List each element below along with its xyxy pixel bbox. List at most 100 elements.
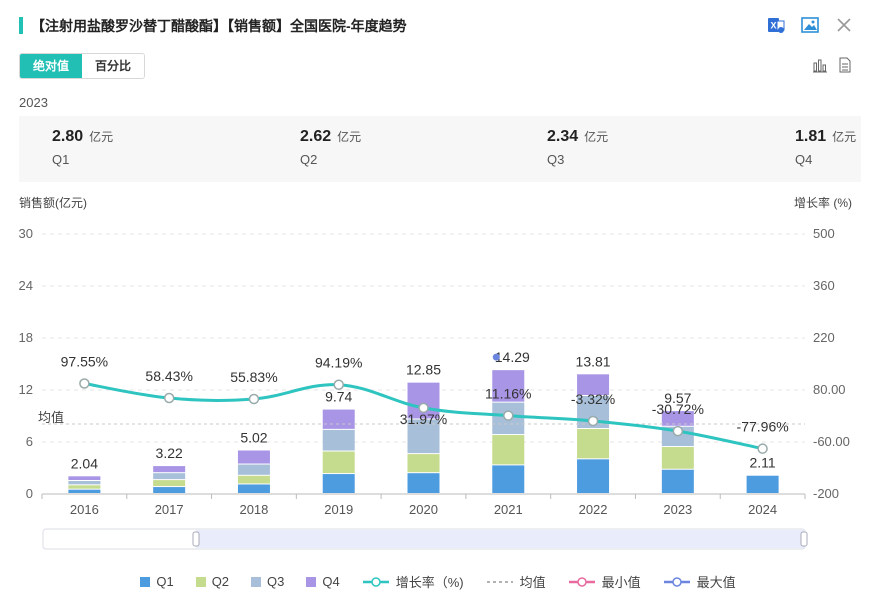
bar-q1 — [68, 489, 101, 493]
bar-total-label: 9.57 — [664, 390, 691, 406]
legend-item[interactable]: 最大值 — [663, 572, 736, 591]
x-tick-label: 2019 — [324, 502, 353, 517]
table-view-icon[interactable] — [838, 57, 852, 78]
growth-point — [163, 392, 175, 404]
bar-q1 — [492, 465, 525, 493]
summary-label: Q2 — [300, 152, 318, 167]
legend-swatch-icon — [251, 576, 262, 587]
growth-label: -77.96% — [737, 419, 789, 435]
bar-total-label: 5.02 — [240, 429, 267, 445]
bar-total-label: 3.22 — [156, 445, 183, 461]
bar-q3 — [237, 464, 270, 475]
bar-q2 — [577, 429, 610, 459]
legend-swatch-icon — [195, 576, 206, 587]
bar-q2 — [153, 480, 186, 487]
legend-item[interactable]: 均值 — [486, 572, 546, 591]
toggle-percent-button[interactable]: 百分比 — [82, 54, 145, 78]
legend-item[interactable]: 增长率（%) — [362, 572, 464, 591]
page-title: 【注射用盐酸罗沙替丁醋酸酯】【销售额】全国医院-年度趋势 — [31, 18, 407, 34]
bar-q1 — [322, 474, 355, 493]
y-right-tick-label: 80.00 — [813, 382, 846, 397]
bar-q4 — [577, 374, 610, 395]
x-tick-label: 2017 — [155, 502, 184, 517]
zoom-left-handle[interactable] — [192, 531, 200, 547]
y-right-tick-label: 220 — [813, 330, 835, 345]
bar-total-label: 14.29 — [495, 349, 530, 365]
zoom-selected-range[interactable] — [196, 530, 804, 548]
growth-point — [757, 443, 768, 454]
y-left-tick-label: 6 — [26, 434, 33, 449]
summary-q4: 1.81 亿元 Q4 — [795, 128, 856, 167]
summary-q3: 2.34 亿元 Q3 — [547, 128, 608, 167]
x-tick-label: 2024 — [748, 502, 777, 517]
growth-label: -3.32% — [571, 391, 615, 407]
summary-unit: 亿元 — [832, 130, 857, 144]
growth-label: 94.19% — [315, 355, 362, 371]
y-left-tick-label: 0 — [26, 486, 33, 501]
legend-item[interactable]: Q3 — [251, 572, 284, 591]
legend-item[interactable]: Q4 — [306, 572, 340, 591]
y-left-tick-label: 30 — [19, 226, 33, 241]
legend-label: 均值 — [519, 575, 546, 590]
value-mode-toggle: 绝对值 百分比 — [19, 53, 146, 79]
title-accent-bar — [19, 17, 23, 34]
legend-label: 最大值 — [696, 575, 736, 590]
excel-export-icon[interactable]: X — [766, 15, 786, 35]
legend-item[interactable]: Q2 — [195, 572, 230, 591]
summary-value: 1.81 — [795, 128, 827, 145]
zoom-right-handle[interactable] — [800, 531, 808, 547]
average-label: 均值 — [38, 410, 64, 425]
bar-q2 — [407, 454, 440, 473]
growth-label: 97.55% — [61, 353, 108, 369]
growth-label: -30.72% — [652, 401, 704, 417]
growth-point — [248, 393, 260, 405]
image-download-icon[interactable] — [800, 15, 820, 35]
bar-q3 — [68, 481, 101, 485]
toggle-absolute-button[interactable]: 绝对值 — [20, 54, 83, 78]
y-right-tick-label: -200 — [813, 486, 839, 501]
y-left-tick-label: 12 — [19, 382, 33, 397]
bar-total-label: 9.74 — [325, 389, 352, 405]
x-tick-label: 2020 — [409, 502, 438, 517]
bar-q4 — [153, 466, 186, 473]
y-right-tick-label: 360 — [813, 278, 835, 293]
summary-label: Q1 — [52, 152, 70, 167]
bar-total-label: 12.85 — [406, 362, 441, 378]
x-tick-label: 2021 — [494, 502, 523, 517]
growth-label: 11.16% — [485, 386, 531, 402]
bar-q2 — [661, 447, 694, 469]
bar-q4 — [237, 450, 270, 464]
legend-item[interactable]: Q1 — [140, 572, 174, 591]
legend-label: Q2 — [211, 574, 230, 589]
bar-q1 — [661, 469, 694, 493]
bar-q4 — [68, 476, 101, 480]
bar-q1 — [237, 484, 270, 493]
legend-swatch-icon — [663, 576, 691, 588]
y-right-tick-label: -60.00 — [813, 434, 850, 449]
legend-swatch-icon — [486, 576, 514, 588]
bar-total-label: 13.81 — [576, 353, 611, 369]
bar-q4 — [492, 370, 525, 402]
y-right-tick-label: 500 — [813, 226, 835, 241]
legend-label: 最小值 — [601, 575, 641, 590]
bar-q3 — [407, 419, 440, 454]
growth-label: 58.43% — [145, 368, 192, 384]
y-axis-left-title: 销售额(亿元) — [19, 196, 87, 210]
bar-chart-view-icon[interactable] — [812, 57, 828, 78]
summary-unit: 亿元 — [89, 130, 114, 144]
y-left-tick-label: 24 — [19, 278, 33, 293]
growth-point — [503, 410, 514, 421]
legend-label: Q4 — [322, 574, 340, 589]
legend-label: Q3 — [267, 574, 285, 589]
bar-q2 — [237, 475, 270, 484]
summary-value: 2.62 — [300, 128, 332, 145]
summary-year: 2023 — [19, 95, 48, 110]
chart-legend: Q1 Q2 Q3 Q4 增长率（%) 均值 最小值 最大值 — [0, 572, 876, 591]
svg-text:X: X — [770, 21, 776, 31]
legend-item[interactable]: 最小值 — [568, 572, 641, 591]
summary-q2: 2.62 亿元 Q2 — [300, 128, 361, 167]
legend-swatch-icon — [362, 576, 390, 588]
legend-swatch-icon — [140, 576, 151, 587]
close-icon[interactable] — [834, 15, 854, 35]
summary-unit: 亿元 — [337, 130, 362, 144]
